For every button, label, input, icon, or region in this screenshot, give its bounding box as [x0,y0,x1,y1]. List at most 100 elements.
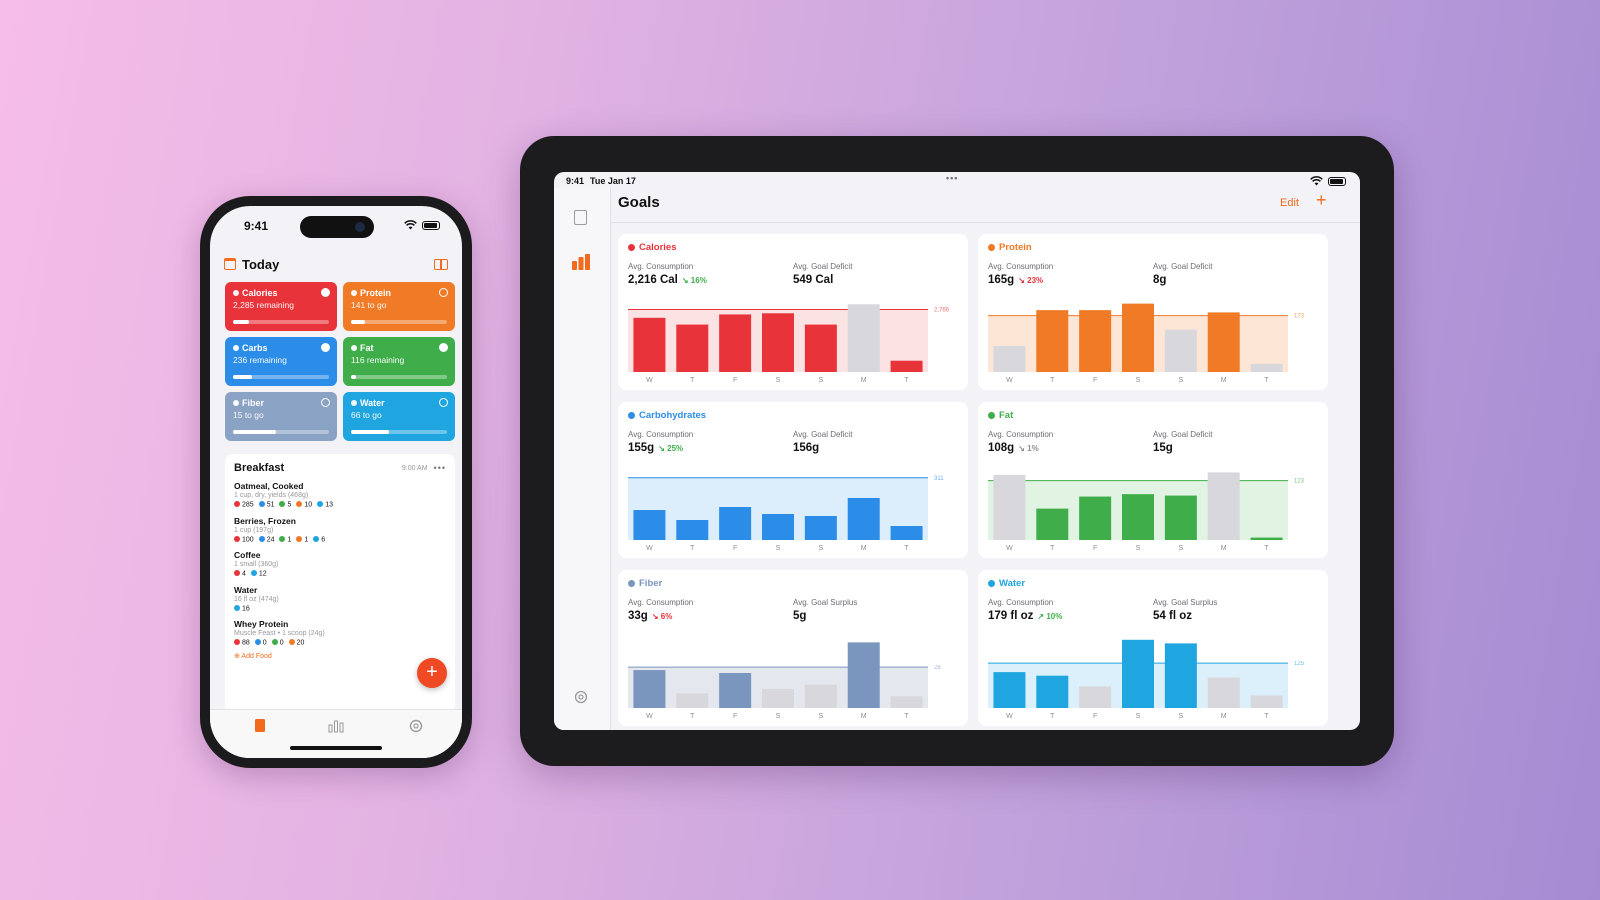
bar-s-3[interactable] [762,514,794,540]
more-icon[interactable]: ••• [433,463,446,473]
macro-value: 51 [258,501,274,509]
circle-icon [321,398,330,407]
bar-m-5[interactable] [1207,312,1240,372]
day-label: W [646,545,653,552]
add-food-button[interactable]: ⊕ Add Food [234,652,272,660]
food-item[interactable]: Berries, Frozen 1 cup (197g) 100 24 1 1 6 [234,516,446,543]
bar-s-4[interactable] [804,324,837,372]
bar-t-6[interactable] [890,360,923,372]
tab-settings-gear-icon[interactable] [406,718,426,734]
bar-t-6[interactable] [1250,537,1283,540]
macro-value: 12 [250,570,267,578]
goal-card-fiber[interactable]: Fiber Avg. Consumption 33g ↘ 6% Avg. Goal Su… [618,570,968,726]
battery-icon [422,220,440,230]
add-goal-button[interactable]: + [1316,190,1327,210]
goal-card-calories[interactable]: Calories Avg. Consumption 2,216 Cal ↘ 16% Av… [618,234,968,390]
bar-m-5[interactable] [847,498,880,540]
day-label: F [733,377,737,384]
multitask-dots-icon[interactable]: ••• [946,173,959,183]
bar-w-0[interactable] [993,672,1026,708]
bar-f-2[interactable] [1079,310,1112,372]
goal-tile-protein[interactable]: Protein 141 to go [343,282,455,331]
day-label: T [1050,545,1055,552]
goal-diff-label: Avg. Goal Deficit [793,430,853,439]
bar-t-1[interactable] [1036,508,1069,540]
bar-f-2[interactable] [719,314,752,372]
goal-line-label: 173 [1294,314,1305,320]
bar-t-1[interactable] [1036,310,1069,372]
bar-t-1[interactable] [676,324,709,372]
bar-t-6[interactable] [890,696,923,708]
sidebar-settings-gear-icon[interactable] [574,690,588,704]
day-label: F [733,713,737,720]
bar-s-4[interactable] [804,684,837,708]
day-label: S [1136,377,1141,384]
bar-s-3[interactable] [762,689,794,708]
bar-s-4[interactable] [1164,329,1197,372]
bar-f-2[interactable] [1079,686,1112,708]
tile-remaining: 236 remaining [233,355,287,365]
tile-name: Fat [360,343,374,353]
phone-status-bar: 9:41 [210,219,462,235]
bar-t-6[interactable] [1250,363,1283,372]
water-icon [351,400,357,406]
bar-s-3[interactable] [1122,303,1154,372]
goal-card-fat[interactable]: Fat Avg. Consumption 108g ↘ 1% Avg. Goal Def… [978,402,1328,558]
macro-value: 285 [234,501,254,509]
bar-t-1[interactable] [676,693,709,708]
bar-w-0[interactable] [993,474,1026,540]
bar-t-6[interactable] [890,526,923,540]
goal-tile-fiber[interactable]: Fiber 15 to go [225,392,337,441]
food-item[interactable]: Water 16 fl oz (474g) 16 [234,585,446,612]
bar-s-4[interactable] [804,516,837,540]
macro-value: 10 [296,501,312,509]
goal-tile-calories[interactable]: Calories 2,285 remaining [225,282,337,331]
breakfast-card: Breakfast 9:00 AM ••• Oatmeal, Cooked 1 c… [225,454,455,714]
bar-s-3[interactable] [1122,494,1154,540]
bar-t-1[interactable] [676,520,709,540]
bar-f-2[interactable] [719,673,752,708]
goal-card-water[interactable]: Water Avg. Consumption 179 fl oz ↗ 10% Avg. … [978,570,1328,726]
bar-m-5[interactable] [1207,472,1240,540]
food-item[interactable]: Whey Protein Muscle Feast • 1 scoop (24g)… [234,619,446,647]
add-button[interactable]: + [417,658,447,688]
food-name: Coffee [234,550,261,560]
food-item[interactable]: Oatmeal, Cooked 1 cup, dry, yields (468g)… [234,481,446,509]
goal-tile-water[interactable]: Water 66 to go [343,392,455,441]
bar-w-0[interactable] [633,510,666,540]
bar-w-0[interactable] [633,670,666,708]
sidebar-goals-icon[interactable] [571,254,591,270]
tab-goals-icon[interactable] [326,718,346,734]
bar-s-3[interactable] [762,313,794,372]
calendar-icon[interactable] [224,258,236,270]
book-icon[interactable] [434,258,448,270]
bar-f-2[interactable] [719,507,752,540]
goal-card-carbohydrates[interactable]: Carbohydrates Avg. Consumption 155g ↘ 25% Av… [618,402,968,558]
bar-t-6[interactable] [1250,695,1283,708]
bar-s-3[interactable] [1122,639,1154,708]
bar-m-5[interactable] [847,642,880,708]
day-label: S [819,545,824,552]
bar-f-2[interactable] [1079,496,1112,540]
goal-tile-carbs[interactable]: Carbs 236 remaining [225,337,337,386]
food-item[interactable]: Coffee 1 small (360g) 4 12 [234,550,446,578]
goal-card-protein[interactable]: Protein Avg. Consumption 165g ↘ 23% Avg. Goa… [978,234,1328,390]
bar-m-5[interactable] [1207,677,1240,708]
bar-m-5[interactable] [847,304,880,372]
home-indicator [290,746,382,750]
sidebar-journal-icon[interactable] [574,210,587,225]
bar-w-0[interactable] [993,345,1026,372]
bar-s-4[interactable] [1164,643,1197,708]
macro-value: 16 [234,604,250,612]
day-label: T [904,713,909,720]
tile-progress-bar [351,430,447,434]
food-macros: 285 51 5 10 13 [234,501,446,509]
goal-tile-fat[interactable]: Fat 116 remaining [343,337,455,386]
bar-s-4[interactable] [1164,495,1197,540]
tab-journal-icon[interactable] [250,718,270,734]
avg-consumption-label: Avg. Consumption [988,430,1054,439]
bar-t-1[interactable] [1036,675,1069,708]
edit-button[interactable]: Edit [1280,197,1299,209]
wifi-icon [1310,176,1323,186]
bar-w-0[interactable] [633,317,666,372]
